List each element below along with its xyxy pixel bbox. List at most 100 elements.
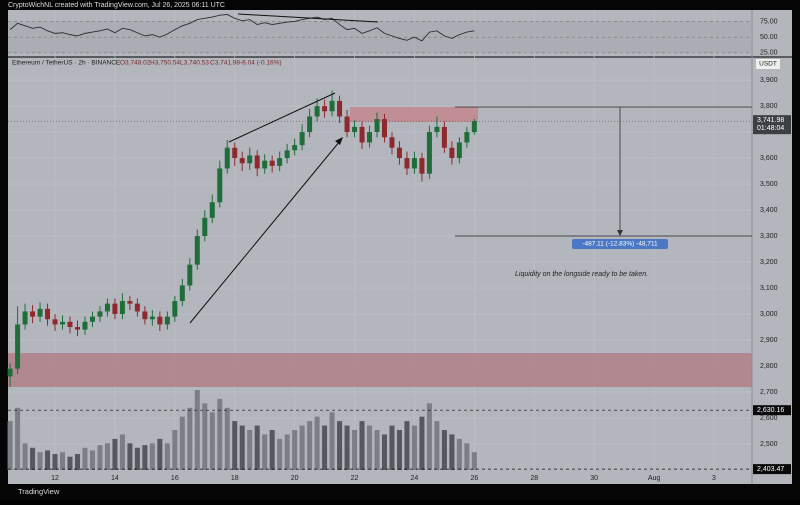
candle-body xyxy=(232,147,238,159)
candle-body xyxy=(127,301,133,304)
candle-body xyxy=(74,327,80,330)
candle-body xyxy=(367,132,373,143)
candle-body xyxy=(329,100,335,112)
candle-body xyxy=(194,236,200,265)
candle-body xyxy=(359,126,365,143)
annotation: Liquidity on the longside ready to be ta… xyxy=(515,271,648,278)
candle-body xyxy=(434,126,440,133)
candle-body xyxy=(269,160,275,166)
candle-body xyxy=(67,321,73,328)
volume-bar xyxy=(389,425,395,470)
volume-bar xyxy=(419,416,425,470)
y-tick-label: 3,400 xyxy=(760,207,778,214)
y-tick-label: 3,600 xyxy=(760,155,778,162)
chart-bg xyxy=(8,10,792,484)
candle-body xyxy=(82,321,88,330)
candle-body xyxy=(202,217,208,237)
volume-bar xyxy=(374,430,380,470)
volume-bar xyxy=(314,416,320,470)
candle-body xyxy=(112,303,118,315)
candle-body xyxy=(247,155,253,164)
plot xyxy=(7,14,752,470)
volume-bar xyxy=(456,438,462,470)
candle-body xyxy=(104,303,110,312)
last-price-box xyxy=(753,115,791,135)
y-tick-label: 2,900 xyxy=(760,337,778,344)
candle-body xyxy=(22,311,28,325)
y-tick-label: 3,500 xyxy=(760,181,778,188)
symbol: Ethereum / TetherUS · 2h · BINANCE xyxy=(12,60,121,67)
x-tick-label: 18 xyxy=(231,475,239,482)
y-tick-label: 3,100 xyxy=(760,285,778,292)
candle-body xyxy=(217,168,223,203)
volume-bar xyxy=(464,443,470,470)
ohlc-value: L3,740.53 xyxy=(180,60,209,67)
countdown: 01:48:04 xyxy=(757,125,784,132)
candle-body xyxy=(389,137,395,148)
candle-body xyxy=(396,147,402,159)
ohlc-value: C3,741.98 xyxy=(210,60,240,67)
volume-bar xyxy=(307,421,313,470)
rsi-tick-label: 25.00 xyxy=(760,50,778,57)
x-tick-label: 3 xyxy=(712,475,716,482)
volume-bar xyxy=(104,443,110,470)
volume-bar xyxy=(262,434,268,470)
candle-body xyxy=(224,147,230,169)
currency: USDT xyxy=(759,61,777,68)
y-tick-label: 3,800 xyxy=(760,103,778,110)
candle-body xyxy=(239,158,245,164)
x-tick-label: 22 xyxy=(351,475,359,482)
candle-body xyxy=(164,316,170,325)
volume-bar xyxy=(60,452,66,470)
volume-bar xyxy=(149,443,155,470)
price-marker-label: 2,403.47 xyxy=(757,466,784,473)
volume-bar xyxy=(209,412,215,470)
candle-body xyxy=(299,132,305,146)
candle-body xyxy=(157,316,163,325)
candle-body xyxy=(449,147,455,159)
arrow-head xyxy=(335,137,343,145)
volume-bar xyxy=(426,403,432,470)
volume-bar xyxy=(292,430,298,470)
volume-bar xyxy=(89,450,95,470)
candle-body xyxy=(119,301,125,315)
volume-bar xyxy=(82,447,88,470)
candle-body xyxy=(187,264,193,286)
volume-bar xyxy=(15,407,21,470)
volume-bar xyxy=(134,447,140,470)
arrow-line xyxy=(189,140,341,324)
candle-body xyxy=(471,121,477,133)
ohlc-value: O3,748.02 xyxy=(120,60,151,67)
x-tick-label: 26 xyxy=(470,475,478,482)
volume-bar xyxy=(337,421,343,470)
volume-bar xyxy=(142,445,148,470)
volume-bar xyxy=(52,454,58,470)
candle-body xyxy=(292,145,298,151)
measure-arrow-head xyxy=(617,230,623,236)
measure-box xyxy=(572,239,668,249)
volume-bar xyxy=(471,452,477,470)
x-tick-label: 14 xyxy=(111,475,119,482)
volume-bar xyxy=(37,452,43,470)
volume-bar xyxy=(217,398,223,470)
volume-bar xyxy=(239,425,245,470)
volume-bar xyxy=(277,438,283,470)
volume-bar xyxy=(119,434,125,470)
candle-body xyxy=(52,319,58,325)
candle-body xyxy=(352,126,358,133)
volume-bar xyxy=(329,412,335,470)
volume-bar xyxy=(352,430,358,470)
candle-body xyxy=(149,316,155,320)
candle-body xyxy=(179,285,185,302)
y-tick-label: 3,200 xyxy=(760,259,778,266)
volume-bar xyxy=(187,407,193,470)
x-tick-label: 12 xyxy=(51,475,59,482)
volume-bar xyxy=(127,443,133,470)
volume-bar xyxy=(97,445,103,470)
x-tick-label: 30 xyxy=(590,475,598,482)
volume-bar xyxy=(30,447,36,470)
volume-bar xyxy=(172,430,178,470)
ohlc-legend: O3,748.02 H3,750.54 L3,740.53 C3,741.98 -6.0… xyxy=(120,60,282,67)
candle-body xyxy=(426,132,432,174)
volume-bar xyxy=(434,421,440,470)
